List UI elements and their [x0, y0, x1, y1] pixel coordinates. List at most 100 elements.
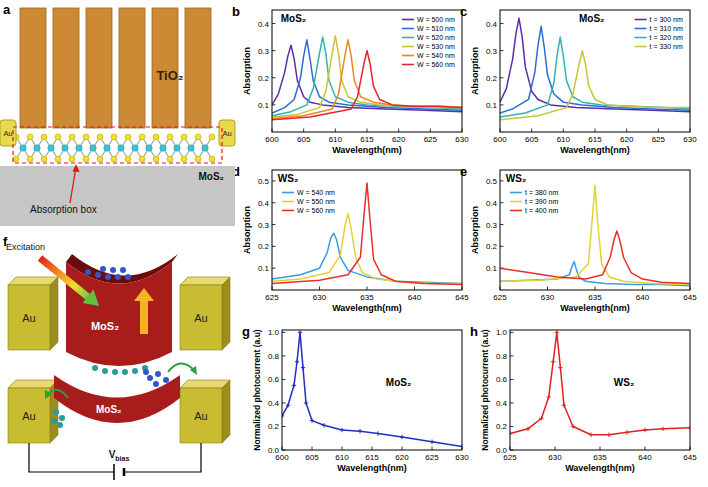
sulfur-atom — [195, 134, 201, 140]
hole — [59, 415, 65, 421]
x-tick — [372, 447, 373, 451]
hole — [53, 409, 59, 415]
x-tick-label: 615 — [360, 135, 374, 144]
electron — [153, 381, 159, 387]
data-marker — [376, 431, 380, 435]
au-label: Au — [194, 312, 207, 324]
au-electrode — [180, 285, 222, 350]
plot-data — [500, 18, 690, 120]
y-tick — [282, 402, 286, 403]
legend-label: W = 500 nm — [417, 16, 455, 23]
series-line — [500, 37, 690, 117]
y-tick — [272, 268, 276, 269]
legend-swatch — [402, 28, 414, 30]
y-tick — [272, 202, 276, 203]
electron — [105, 274, 111, 280]
y-tick — [510, 332, 514, 333]
mo-atom — [174, 145, 180, 151]
y-tick — [282, 355, 286, 356]
battery-plate — [113, 464, 115, 480]
series-line — [272, 51, 462, 120]
panel-letter: h — [470, 324, 478, 339]
y-tick-label: 0.1 — [258, 101, 270, 110]
plot-frame — [500, 10, 690, 132]
electron — [143, 369, 149, 375]
figure: 6006056106156206256300.10.20.30.4Wavelen… — [0, 0, 708, 487]
y-tick-label: 0.4 — [258, 199, 270, 208]
mos2-flake — [66, 262, 172, 366]
data-marker — [643, 428, 647, 432]
au-label: Au — [22, 410, 35, 422]
data-marker — [571, 424, 575, 428]
chart-panel: 6006056106156206256300.10.20.30.4Wavelen… — [470, 10, 697, 155]
sulfur-atom — [69, 156, 75, 162]
mo-atom — [188, 145, 194, 151]
y-tick — [500, 50, 504, 51]
plot-title: WS₂ — [614, 377, 635, 388]
y-tick — [272, 246, 276, 247]
chart-panel: 6256306356406450.10.20.30.40.5Wavelength… — [470, 170, 697, 313]
x-tick — [414, 287, 415, 291]
x-tick — [658, 129, 659, 133]
x-tick — [303, 129, 304, 133]
x-tick-label: 645 — [455, 293, 469, 302]
data-marker — [589, 433, 593, 437]
y-tick-label: 0.2 — [486, 242, 498, 251]
au-electrode — [8, 285, 50, 350]
legend-swatch — [510, 201, 522, 203]
excitation-arrow — [40, 258, 88, 297]
plot-frame — [510, 330, 690, 450]
x-axis-title: Wavelength(nm) — [565, 463, 635, 473]
x-tick — [342, 447, 343, 451]
y-tick-label: 0.2 — [268, 422, 280, 431]
legend-swatch — [635, 37, 647, 39]
panel-letter: a — [3, 2, 11, 17]
data-marker — [551, 360, 555, 364]
legend-label: t = 300 nm — [650, 16, 683, 23]
mos2-label: MoS₂ — [96, 404, 122, 415]
y-axis-title: Absorption — [242, 206, 252, 254]
mo-atom — [104, 145, 110, 151]
sulfur-atom — [153, 134, 159, 140]
y-tick-label: 0.1 — [258, 264, 270, 273]
x-tick — [547, 287, 548, 291]
y-tick — [500, 180, 504, 181]
sulfur-atom — [111, 156, 117, 162]
y-tick-label: 0.8 — [496, 352, 508, 361]
sulfur-atom — [27, 134, 33, 140]
sulfur-atom — [209, 134, 215, 140]
data-marker — [304, 401, 308, 405]
panel-letter: b — [232, 4, 240, 19]
legend-background — [398, 13, 459, 71]
sulfur-atom — [41, 156, 47, 162]
y-tick-label: 0.4 — [258, 20, 270, 29]
series-line — [272, 214, 462, 284]
x-tick-label: 635 — [588, 293, 602, 302]
legend-background — [506, 186, 562, 217]
x-axis-title: Wavelength(nm) — [337, 463, 407, 473]
au-electrode — [180, 388, 222, 443]
data-marker — [558, 365, 562, 369]
series-line — [272, 36, 462, 117]
x-tick — [642, 287, 643, 291]
y-tick — [272, 23, 276, 24]
series-line — [500, 231, 690, 283]
chart-panel: 6006056106156206256300.10.20.30.4Wavelen… — [242, 10, 469, 155]
au-top — [180, 277, 230, 285]
y-tick-label: 1.0 — [496, 328, 508, 337]
y-axis-title: Normalized photocurrent (a.u) — [252, 329, 262, 451]
y-tick-label: 0.5 — [486, 177, 498, 186]
y-tick — [510, 402, 514, 403]
x-tick-label: 640 — [638, 453, 652, 462]
plot-title: MoS₂ — [579, 13, 605, 24]
mo-atom — [90, 145, 96, 151]
pointer-arrowhead — [73, 164, 80, 172]
x-tick — [398, 129, 399, 133]
y-tick-label: 0.4 — [268, 399, 280, 408]
y-tick-label: 0.3 — [486, 221, 498, 230]
legend-label: W = 550 nm — [297, 198, 335, 205]
sulfur-atom — [181, 134, 187, 140]
au-top — [180, 380, 230, 388]
plot-title: MoS₂ — [386, 377, 412, 388]
data-marker — [286, 403, 290, 407]
